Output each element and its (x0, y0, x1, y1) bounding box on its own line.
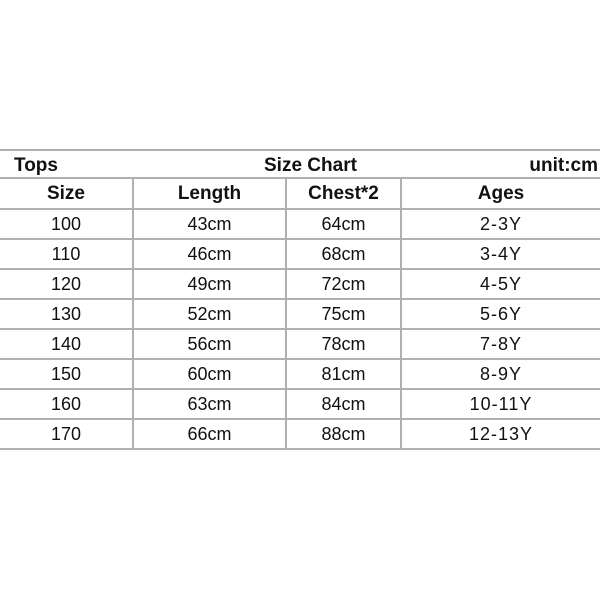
cell-size: 110 (0, 239, 134, 270)
column-header-ages: Ages (401, 179, 600, 210)
cell-chest: 84cm (286, 389, 402, 420)
cell-chest: 75cm (286, 299, 402, 330)
table-row: 170 66cm 88cm 12-13Y (0, 419, 600, 450)
cell-ages: 5-6Y (401, 299, 600, 330)
cell-chest: 72cm (286, 269, 402, 300)
table-row: 140 56cm 78cm 7-8Y (0, 329, 600, 360)
cell-length: 66cm (133, 419, 287, 450)
cell-chest: 64cm (286, 209, 402, 240)
cell-length: 46cm (133, 239, 287, 270)
cell-length: 56cm (133, 329, 287, 360)
cell-size: 100 (0, 209, 134, 240)
column-header-size: Size (0, 179, 134, 210)
cell-ages: 12-13Y (401, 419, 600, 450)
cell-ages: 7-8Y (401, 329, 600, 360)
cell-length: 52cm (133, 299, 287, 330)
table-row: 160 63cm 84cm 10-11Y (0, 389, 600, 420)
unit-label: unit:cm (529, 155, 598, 176)
column-header-chest: Chest*2 (286, 179, 402, 210)
title-row: Tops Size Chart unit:cm (0, 149, 600, 179)
cell-length: 43cm (133, 209, 287, 240)
header-row: Size Length Chest*2 Ages (0, 179, 600, 210)
cell-chest: 68cm (286, 239, 402, 270)
table-row: 150 60cm 81cm 8-9Y (0, 359, 600, 390)
cell-chest: 88cm (286, 419, 402, 450)
table-row: 110 46cm 68cm 3-4Y (0, 239, 600, 270)
cell-length: 49cm (133, 269, 287, 300)
cell-ages: 10-11Y (401, 389, 600, 420)
category-label: Tops (14, 155, 58, 176)
cell-length: 60cm (133, 359, 287, 390)
size-table: Size Length Chest*2 Ages 100 43cm 64cm 2-3Y 110… (0, 179, 600, 450)
cell-ages: 3-4Y (401, 239, 600, 270)
cell-size: 150 (0, 359, 134, 390)
table-row: 120 49cm 72cm 4-5Y (0, 269, 600, 300)
table-row: 130 52cm 75cm 5-6Y (0, 299, 600, 330)
table-row: 100 43cm 64cm 2-3Y (0, 209, 600, 240)
cell-length: 63cm (133, 389, 287, 420)
column-header-length: Length (133, 179, 287, 210)
cell-ages: 8-9Y (401, 359, 600, 390)
size-chart: Tops Size Chart unit:cm Size Length Chest*… (0, 149, 600, 450)
cell-size: 160 (0, 389, 134, 420)
cell-ages: 4-5Y (401, 269, 600, 300)
cell-size: 120 (0, 269, 134, 300)
cell-ages: 2-3Y (401, 209, 600, 240)
cell-chest: 81cm (286, 359, 402, 390)
cell-size: 170 (0, 419, 134, 450)
cell-size: 140 (0, 329, 134, 360)
cell-chest: 78cm (286, 329, 402, 360)
chart-title: Size Chart (264, 155, 357, 176)
cell-size: 130 (0, 299, 134, 330)
